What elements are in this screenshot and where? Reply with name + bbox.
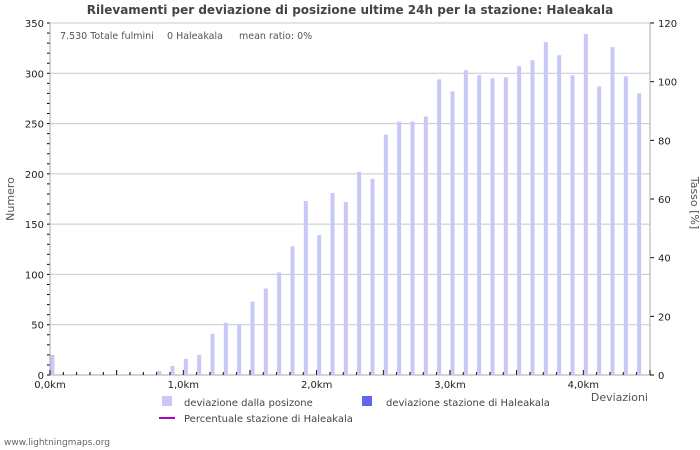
bar-deviazione	[530, 60, 535, 376]
bar-deviazione	[397, 121, 402, 375]
bar-deviazione	[383, 134, 388, 375]
y-tick-label: 250	[25, 120, 44, 131]
bar-deviazione	[597, 86, 602, 376]
x-axis-label: Deviazioni	[591, 391, 648, 404]
chart-title: Rilevamenti per deviazione di posizione …	[86, 3, 614, 17]
legend-label: deviazione dalla posizone	[184, 398, 313, 409]
bar-deviazione	[343, 202, 348, 375]
x-tick-label: 3,0km	[434, 380, 465, 391]
bar-deviazione	[557, 55, 562, 375]
x-tick-label: 4,0km	[568, 380, 599, 391]
y-tick-label: 200	[25, 170, 44, 181]
legend-label: Percentuale stazione di Haleakala	[184, 414, 353, 425]
bar-deviazione	[237, 324, 242, 375]
bar-deviazione	[157, 370, 162, 375]
bar-deviazione	[250, 301, 255, 375]
bar-deviazione	[570, 75, 575, 375]
bar-deviazione	[317, 235, 322, 375]
y2-tick-label: 20	[658, 312, 671, 323]
bar-deviazione	[210, 333, 215, 375]
bar-deviazione	[490, 78, 495, 376]
bar-deviazione	[437, 79, 442, 375]
bar-deviazione	[503, 77, 508, 376]
x-tick-label: 2,0km	[301, 380, 332, 391]
legend-swatch	[362, 396, 372, 406]
bar-deviazione	[423, 116, 428, 375]
bar-deviazione	[517, 66, 522, 375]
legend-swatch	[162, 396, 172, 406]
y2-tick-label: 0	[658, 371, 664, 382]
bar-deviazione	[197, 354, 202, 375]
y2-tick-label: 120	[658, 19, 677, 30]
bar-deviazione	[290, 246, 295, 375]
bar-deviazione	[303, 201, 308, 375]
x-tick-label: 0,0km	[34, 380, 65, 391]
y-tick-label: 100	[25, 270, 44, 281]
info-total: 7.530 Totale fulmini	[60, 31, 154, 42]
bar-deviazione	[357, 171, 362, 375]
bar-deviazione	[370, 178, 375, 375]
bar-deviazione	[463, 70, 468, 376]
bar-deviazione	[170, 365, 175, 375]
y2-axis-label: Tasso [%]	[688, 176, 700, 229]
y2-tick-label: 80	[658, 136, 671, 147]
y-tick-label: 300	[25, 69, 44, 80]
bar-deviazione	[637, 93, 642, 376]
info-mean: mean ratio: 0%	[239, 31, 312, 42]
y2-tick-label: 40	[658, 254, 671, 265]
y-tick-label: 0	[38, 371, 44, 382]
y2-tick-label: 60	[658, 195, 671, 206]
bar-deviazione	[77, 373, 82, 375]
y-axis-label: Numero	[4, 177, 17, 221]
y2-tick-label: 100	[658, 78, 677, 89]
x-tick-label: 1,0km	[168, 380, 199, 391]
bar-deviazione	[477, 75, 482, 375]
bar-deviazione	[450, 91, 455, 375]
bar-deviazione	[50, 354, 55, 375]
bar-deviazione	[410, 121, 415, 375]
footer-link[interactable]: www.lightningmaps.org	[4, 438, 110, 448]
bar-deviazione	[623, 76, 628, 375]
y-tick-label: 150	[25, 220, 44, 231]
bar-deviazione	[583, 34, 588, 375]
bar-deviazione	[610, 47, 615, 375]
legend-label: deviazione stazione di Haleakala	[386, 398, 550, 409]
info-station: 0 Haleakala	[167, 31, 223, 42]
bar-deviazione	[183, 358, 188, 375]
y-tick-label: 350	[25, 19, 44, 30]
y-tick-label: 50	[31, 321, 44, 332]
bar-deviazione	[543, 42, 548, 375]
bar-deviazione	[330, 192, 335, 375]
bar-deviazione	[223, 322, 228, 375]
bar-deviazione	[263, 288, 268, 375]
bar-deviazione	[277, 272, 282, 375]
bar-deviazione	[103, 373, 108, 375]
